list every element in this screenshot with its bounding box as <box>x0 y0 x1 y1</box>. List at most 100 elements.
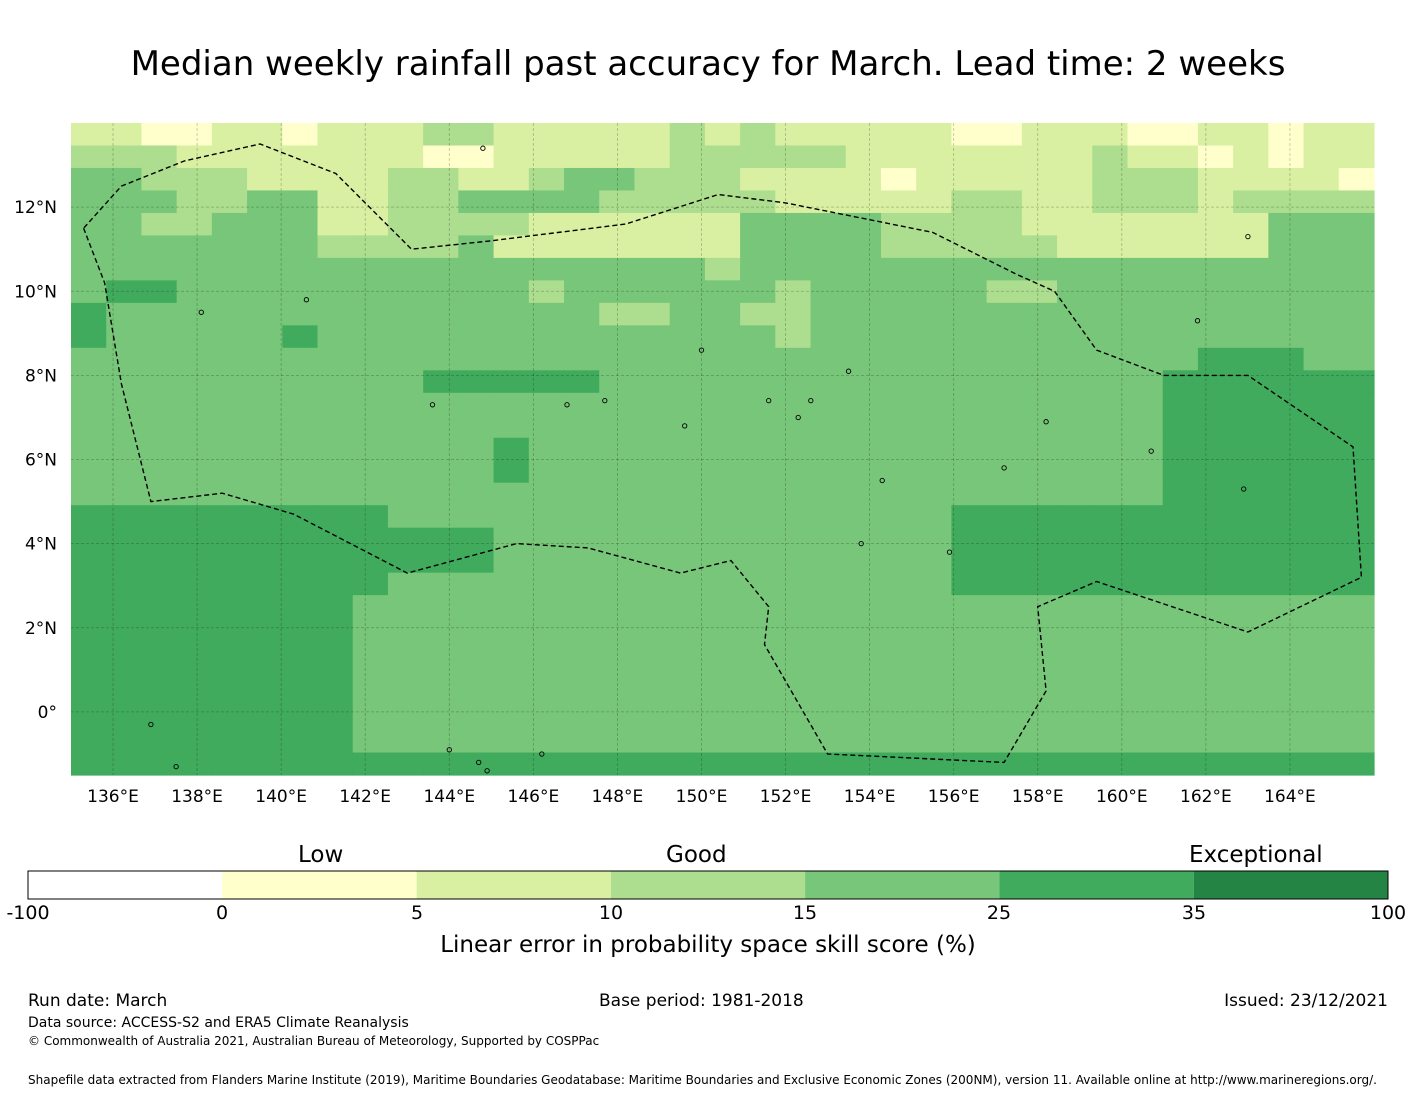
map-plot[interactable]: 136°E 138°E 140°E 142°E 144°E 146°E 148°E 150°E… <box>0 0 1416 830</box>
latitude-tick-label: 4°N <box>25 535 57 555</box>
grid-cell <box>176 707 213 731</box>
grid-cell <box>1162 370 1199 394</box>
grid-cell <box>1303 460 1340 484</box>
grid-cell <box>845 707 882 731</box>
grid-cell <box>282 190 319 214</box>
grid-cell <box>423 482 459 506</box>
grid-cell <box>1021 280 1058 304</box>
grid-cell <box>1127 235 1164 259</box>
grid-cell <box>317 505 354 529</box>
grid-cell <box>880 685 917 709</box>
grid-cell <box>141 280 178 304</box>
grid-cell <box>528 167 565 192</box>
grid-cell <box>458 280 495 304</box>
grid-cell <box>211 482 248 506</box>
grid-cell <box>704 460 741 484</box>
island-outline <box>808 397 814 404</box>
grid-cell <box>387 235 424 259</box>
grid-cell <box>528 347 565 371</box>
grid-cell <box>775 617 812 641</box>
grid-cell <box>141 595 178 619</box>
grid-cell <box>352 617 389 641</box>
grid-cell <box>951 505 988 529</box>
grid-cell <box>71 482 107 506</box>
grid-cell <box>951 257 988 281</box>
grid-cell <box>845 662 882 686</box>
grid-cell <box>845 167 882 192</box>
grid-cell <box>106 707 143 731</box>
grid-cell <box>458 617 495 641</box>
grid-cell <box>916 190 953 214</box>
grid-cell <box>634 707 671 731</box>
grid-cell <box>704 550 741 574</box>
grid-cell <box>423 730 459 754</box>
grid-cell <box>599 302 636 326</box>
grid-cell <box>740 257 776 281</box>
longitude-tick-label: 148°E <box>592 787 644 807</box>
grid-cell <box>810 640 847 664</box>
grid-cell <box>1021 752 1058 776</box>
grid-cell <box>704 392 741 416</box>
grid-cell <box>141 302 178 326</box>
grid-cell <box>458 640 495 664</box>
grid-cell <box>704 302 741 326</box>
grid-cell <box>317 302 354 326</box>
grid-cell <box>916 617 953 641</box>
grid-cell <box>1057 145 1093 169</box>
grid-cell <box>564 212 600 237</box>
grid-cell <box>1338 167 1375 192</box>
grid-cell <box>1233 550 1269 574</box>
grid-cell <box>106 460 143 484</box>
grid-cell <box>845 617 882 641</box>
grid-cell <box>564 437 600 461</box>
grid-cell <box>986 302 1023 326</box>
grid-cell <box>1162 482 1199 506</box>
grid-cell <box>916 392 953 416</box>
grid-cell <box>775 123 812 147</box>
grid-cell <box>1233 302 1269 326</box>
grid-cell <box>599 730 636 754</box>
grid-cell <box>1197 505 1234 529</box>
grid-cell <box>423 437 459 461</box>
grid-cell <box>1338 280 1375 304</box>
grid-cell <box>704 572 741 596</box>
grid-cell <box>1021 347 1058 371</box>
grid-cell <box>106 572 143 596</box>
grid-cell <box>740 662 776 686</box>
grid-cell <box>317 550 354 574</box>
grid-cell <box>1268 482 1305 506</box>
grid-cell <box>423 190 459 214</box>
grid-cell <box>740 415 776 439</box>
grid-cell <box>176 325 213 349</box>
grid-cell <box>704 370 741 394</box>
grid-cell <box>599 392 636 416</box>
grid-cell <box>916 730 953 754</box>
grid-cell <box>916 572 953 596</box>
grid-cell <box>423 123 459 147</box>
grid-cell <box>1338 595 1375 619</box>
grid-cell <box>1021 145 1058 169</box>
grid-cell <box>1338 640 1375 664</box>
grid-cell <box>1233 527 1269 551</box>
grid-cell <box>1303 482 1340 506</box>
grid-cell <box>634 190 671 214</box>
grid-cell <box>1021 460 1058 484</box>
grid-cell <box>916 370 953 394</box>
grid-cell <box>880 730 917 754</box>
grid-cell <box>387 212 424 237</box>
grid-cell <box>740 370 776 394</box>
grid-cell <box>880 707 917 731</box>
grid-cell <box>986 190 1023 214</box>
grid-cell <box>176 257 213 281</box>
grid-cell <box>317 752 354 776</box>
grid-cell <box>1162 145 1199 169</box>
grid-cell <box>71 370 107 394</box>
grid-cell <box>740 280 776 304</box>
colorbar-segment <box>28 871 223 899</box>
grid-cell <box>1197 460 1234 484</box>
grid-cell <box>951 370 988 394</box>
grid-cell <box>740 617 776 641</box>
grid-cell <box>106 662 143 686</box>
grid-cell <box>493 370 530 394</box>
grid-cell <box>564 415 600 439</box>
